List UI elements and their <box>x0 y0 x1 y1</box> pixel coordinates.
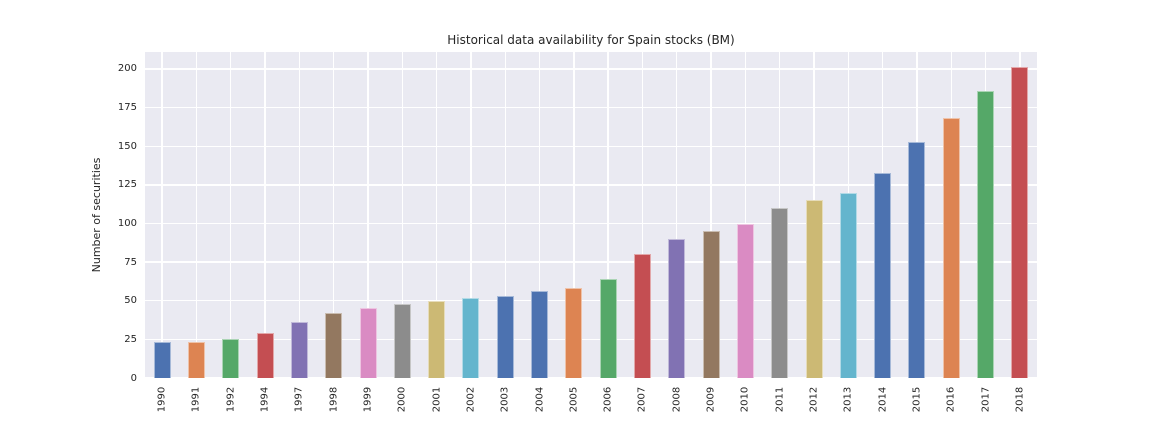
v-gridline-1991 <box>195 52 198 378</box>
x-tick-label-1992: 1992 <box>225 386 237 412</box>
x-tick-label-1990: 1990 <box>156 386 168 412</box>
y-tick-label-25: 25 <box>124 333 137 345</box>
bar-1992 <box>222 339 240 378</box>
x-tick-label-2011: 2011 <box>774 386 786 412</box>
x-tick-label-1999: 1999 <box>362 386 374 412</box>
x-tick-label-2004: 2004 <box>534 386 546 412</box>
v-gridline-2009 <box>710 52 712 378</box>
x-tick-label-1994: 1994 <box>259 386 271 412</box>
v-gridline-2003 <box>504 52 506 378</box>
x-tick-label-1998: 1998 <box>328 386 340 412</box>
v-gridline-2004 <box>538 52 541 378</box>
bar-2009 <box>702 231 720 378</box>
v-gridline-1997 <box>298 52 301 378</box>
v-gridline-1992 <box>230 52 232 378</box>
bar-2001 <box>428 300 446 378</box>
h-gridline-50 <box>145 300 1037 302</box>
bar-2011 <box>771 208 789 378</box>
bar-2005 <box>565 288 583 378</box>
h-gridline-175 <box>145 106 1037 109</box>
v-gridline-2002 <box>470 52 472 378</box>
x-tick-label-2013: 2013 <box>842 386 854 412</box>
bar-2010 <box>736 223 754 378</box>
h-gridline-125 <box>145 184 1037 186</box>
bar-2007 <box>633 254 651 378</box>
bar-2012 <box>805 200 823 378</box>
bar-2014 <box>874 172 892 378</box>
x-tick-label-1997: 1997 <box>293 386 305 412</box>
plot-area <box>145 52 1037 379</box>
x-tick-label-2003: 2003 <box>499 386 511 412</box>
bar-1999 <box>359 308 377 378</box>
v-gridline-1999 <box>367 52 369 378</box>
x-tick-label-2012: 2012 <box>808 386 820 412</box>
bar-2013 <box>839 192 857 378</box>
h-gridline-200 <box>145 68 1037 70</box>
h-gridline-100 <box>145 222 1037 225</box>
bar-2018 <box>1011 67 1029 378</box>
x-tick-label-2017: 2017 <box>980 386 992 412</box>
x-tick-label-2015: 2015 <box>911 386 923 412</box>
bar-1998 <box>325 313 343 378</box>
v-gridline-2000 <box>401 52 403 378</box>
x-tick-label-2001: 2001 <box>431 386 443 412</box>
h-gridline-75 <box>145 261 1037 263</box>
y-tick-label-175: 175 <box>117 102 137 114</box>
y-tick-label-150: 150 <box>117 140 137 152</box>
x-tick-label-1991: 1991 <box>190 386 202 412</box>
bar-2000 <box>393 303 411 378</box>
bar-1990 <box>153 342 171 378</box>
x-tick-label-2000: 2000 <box>396 386 408 412</box>
bar-2015 <box>908 141 926 378</box>
y-tick-label-200: 200 <box>117 63 137 75</box>
bar-1997 <box>290 322 308 378</box>
y-tick-label-50: 50 <box>124 295 137 307</box>
bar-2006 <box>599 279 617 378</box>
bar-2002 <box>462 297 480 378</box>
x-tick-label-2008: 2008 <box>671 386 683 412</box>
h-gridline-0 <box>145 377 1037 379</box>
bar-2016 <box>942 118 960 378</box>
y-tick-label-125: 125 <box>117 179 137 191</box>
v-gridline-2007 <box>641 52 644 378</box>
x-tick-label-2002: 2002 <box>465 386 477 412</box>
x-tick-label-2018: 2018 <box>1014 386 1026 412</box>
bar-1994 <box>256 333 274 378</box>
x-tick-label-2007: 2007 <box>636 386 648 412</box>
h-gridline-25 <box>145 338 1037 341</box>
v-gridline-2008 <box>676 52 678 378</box>
x-tick-label-2006: 2006 <box>602 386 614 412</box>
y-tick-label-75: 75 <box>124 256 137 268</box>
v-gridline-1998 <box>332 52 335 378</box>
v-gridline-2006 <box>607 52 609 378</box>
v-gridline-1990 <box>161 52 163 378</box>
v-gridline-2005 <box>573 52 575 378</box>
v-gridline-2001 <box>435 52 438 378</box>
bar-2004 <box>531 291 549 378</box>
h-gridline-150 <box>145 145 1037 147</box>
v-gridline-1994 <box>264 52 266 378</box>
y-tick-label-100: 100 <box>117 217 137 229</box>
y-tick-label-0: 0 <box>130 372 137 384</box>
x-tick-label-2009: 2009 <box>705 386 717 412</box>
bar-2017 <box>977 90 995 378</box>
chart-title: Historical data availability for Spain s… <box>447 33 735 47</box>
bar-2003 <box>496 296 514 378</box>
x-tick-label-2010: 2010 <box>739 386 751 412</box>
x-tick-label-2014: 2014 <box>877 386 889 412</box>
x-tick-label-2016: 2016 <box>945 386 957 412</box>
v-gridline-2010 <box>744 52 747 378</box>
bar-1991 <box>187 342 205 378</box>
bar-2008 <box>668 238 686 378</box>
x-tick-label-2005: 2005 <box>568 386 580 412</box>
